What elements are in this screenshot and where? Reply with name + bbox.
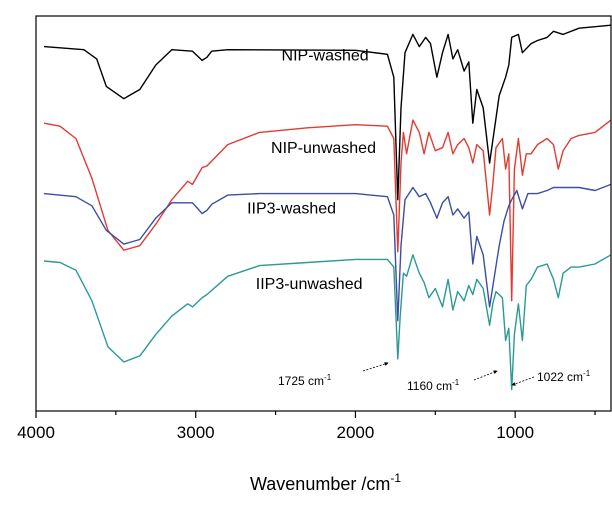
x-tick-label-3000: 3000 [177, 423, 215, 442]
peak-arrow-1160 [473, 370, 498, 381]
peak-annotation-1160: 1160 cm-1 [407, 370, 498, 393]
x-tick-label-4000: 4000 [17, 423, 55, 442]
series-line-2 [43, 119, 612, 302]
series-labels: NIP-washed NIP-unwashed IIP3-washed IIP3-un… [247, 48, 376, 293]
peak-annotations: 1725 cm-1 1160 cm-1 1022 cm-1 [278, 362, 591, 393]
series-label-2: NIP-unwashed [271, 140, 376, 157]
peak-label-1022: 1022 cm-1 [537, 369, 591, 384]
series-line-4 [43, 254, 612, 391]
peak-annotation-1725: 1725 cm-1 [278, 362, 389, 388]
peak-arrow-1725 [362, 362, 389, 372]
x-axis: 4000 3000 2000 1000 [17, 15, 612, 442]
plot-frame [35, 15, 612, 412]
plot-area [43, 24, 612, 391]
peak-annotation-1022: 1022 cm-1 [511, 369, 591, 386]
x-axis-title: Wavenumber /cm-1 [250, 471, 401, 494]
series-label-1: NIP-washed [282, 48, 369, 65]
x-tick-label-1000: 1000 [496, 423, 534, 442]
series-line-3 [43, 183, 612, 322]
peak-label-1160: 1160 cm-1 [407, 378, 460, 393]
series-line-1 [43, 24, 612, 201]
series-label-4: IIP3-unwashed [256, 276, 363, 293]
peak-label-1725: 1725 cm-1 [278, 373, 332, 388]
series-label-3: IIP3-washed [247, 201, 336, 218]
peak-arrow-1022 [511, 376, 535, 386]
x-tick-label-2000: 2000 [337, 423, 375, 442]
